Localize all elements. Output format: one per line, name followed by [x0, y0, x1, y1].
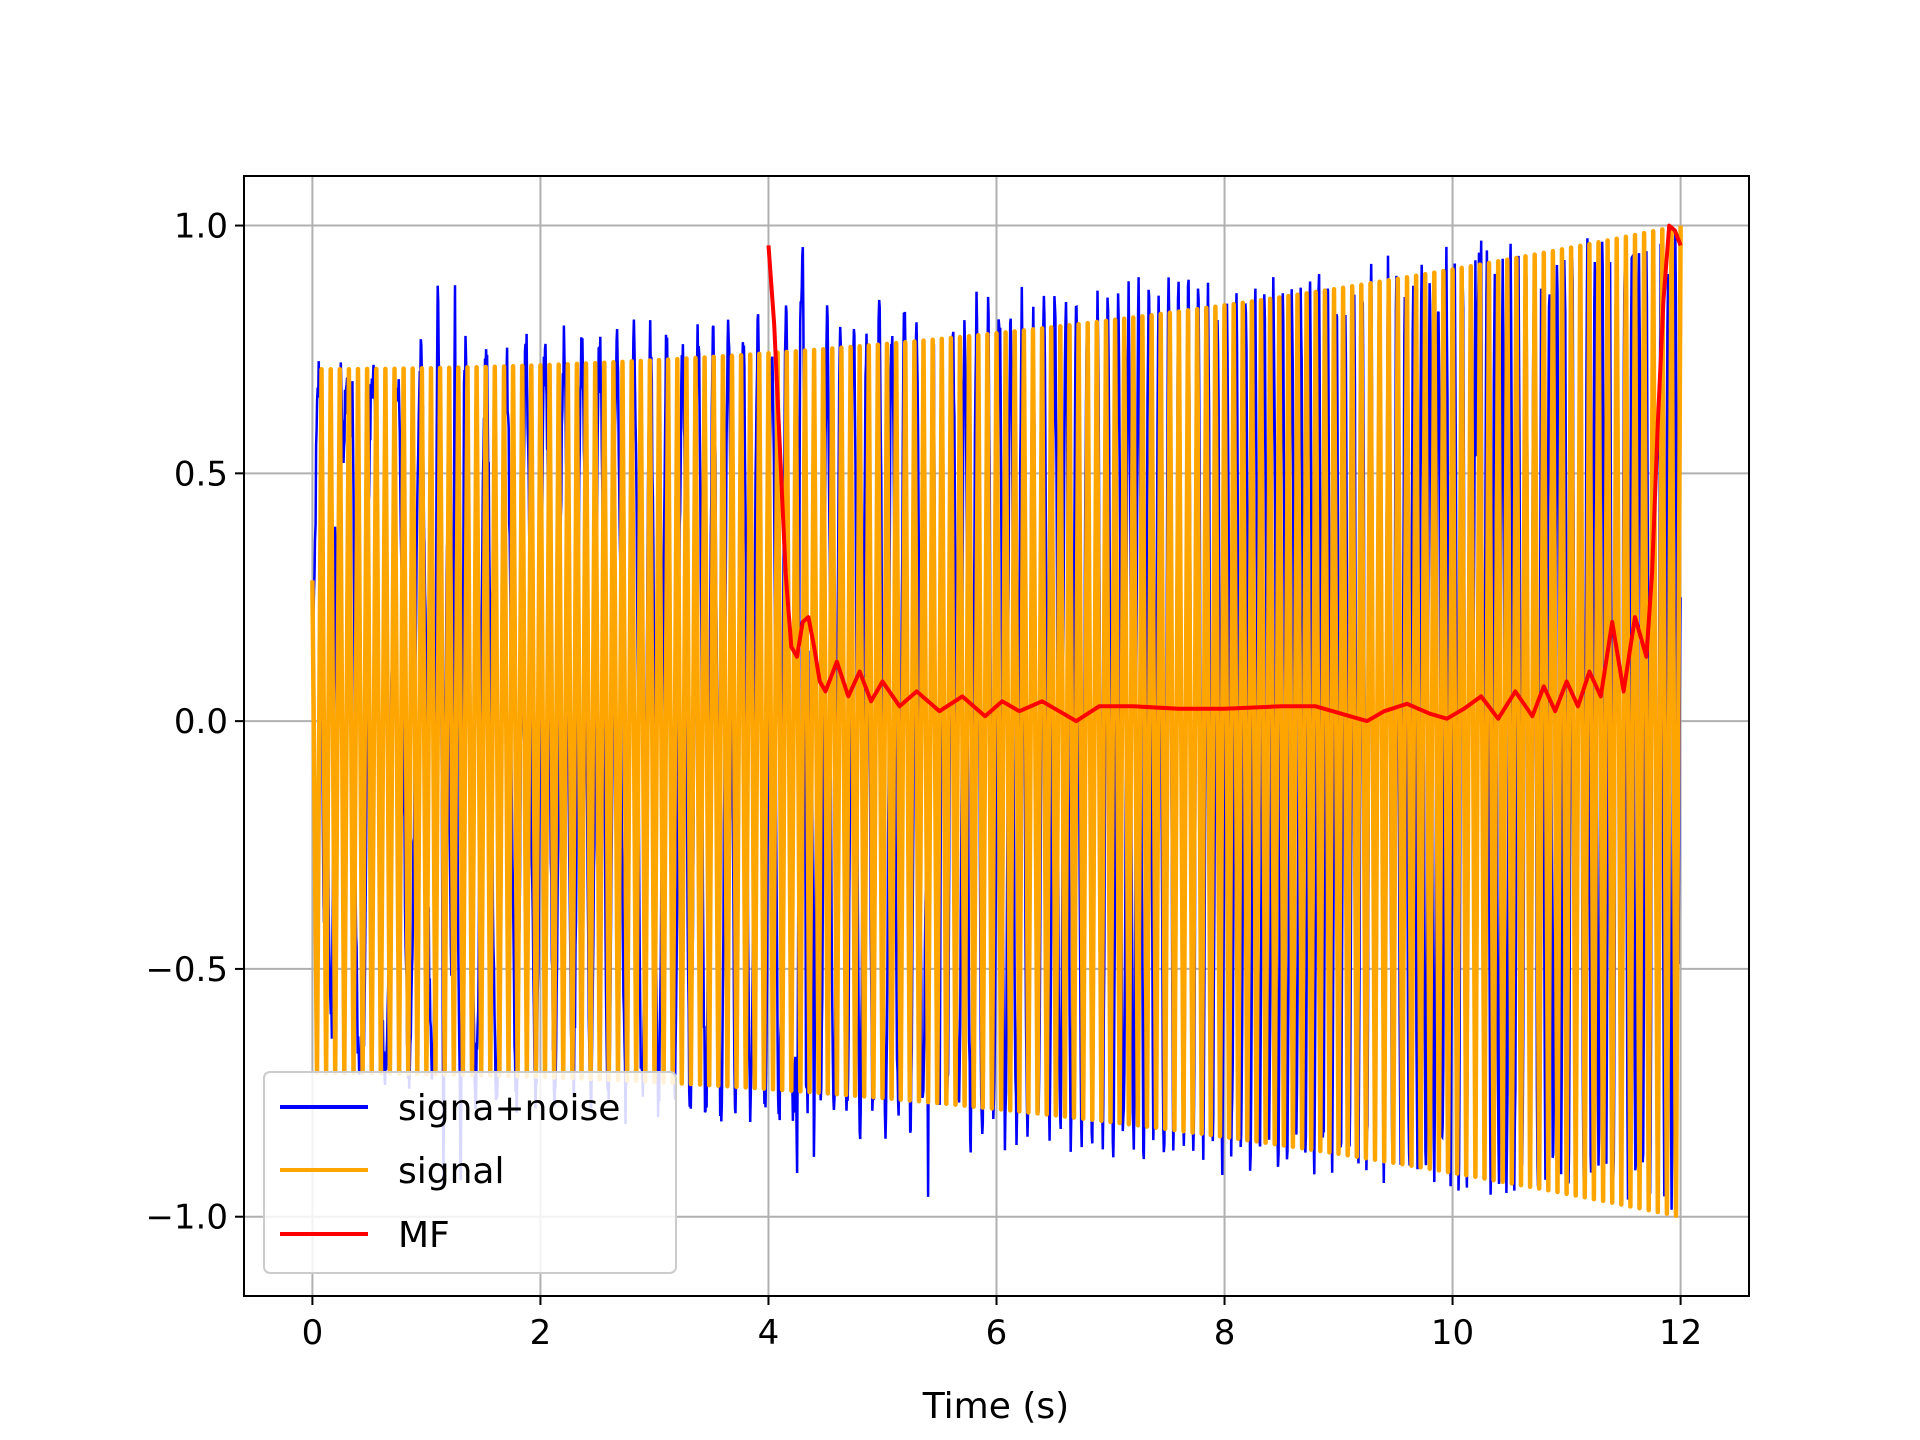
plot-frame — [243, 175, 1750, 1297]
legend-box — [263, 1071, 677, 1274]
axis-ticks: 0 2 4 6 8 10 12 1.0 0.5 0.0 −0.5 −1.0 — [145, 207, 1702, 1353]
series-mf — [766, 223, 1683, 724]
x-tick-label: 10 — [1431, 1313, 1474, 1353]
x-axis-label: Time (s) — [922, 1386, 1069, 1427]
x-tick-label: 4 — [758, 1313, 780, 1353]
series-layer — [310, 223, 1683, 1219]
legend-label-signal-noise: signa+noise — [398, 1088, 620, 1129]
legend: signa+noise signal MF — [263, 1071, 677, 1274]
series-signal — [310, 225, 1683, 1219]
y-tick-label: −0.5 — [145, 950, 228, 990]
x-tick-label: 2 — [530, 1313, 552, 1353]
x-tick-label: 0 — [302, 1313, 324, 1353]
x-tick-label: 6 — [986, 1313, 1008, 1353]
y-tick-label: 1.0 — [174, 207, 228, 247]
x-tick-label: 8 — [1214, 1313, 1236, 1353]
legend-label-signal: signal — [398, 1151, 505, 1192]
legend-label-mf: MF — [398, 1215, 450, 1256]
y-tick-label: 0.0 — [174, 702, 228, 742]
y-tick-label: 0.5 — [174, 454, 228, 494]
y-tick-label: −1.0 — [145, 1198, 228, 1238]
x-tick-label: 12 — [1659, 1313, 1702, 1353]
